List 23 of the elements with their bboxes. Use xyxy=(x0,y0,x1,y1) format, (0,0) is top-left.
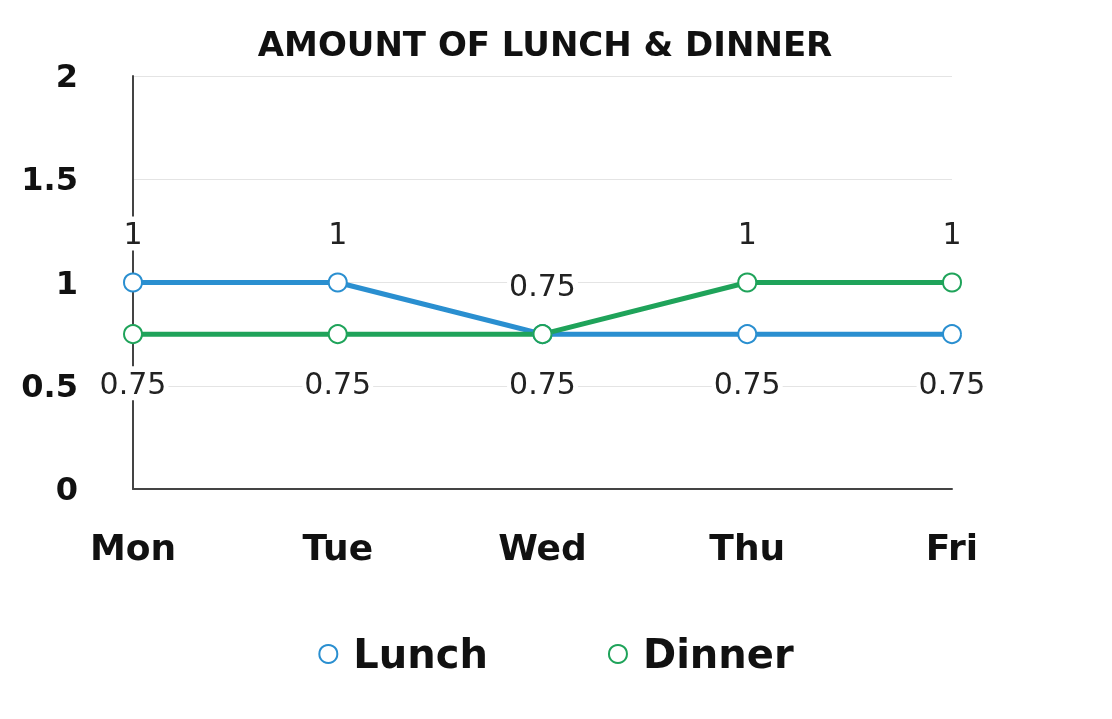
chart-title: AMOUNT OF LUNCH & DINNER xyxy=(257,24,833,64)
legend-label: Lunch xyxy=(353,631,488,677)
y-tick-label: 0 xyxy=(55,470,78,508)
data-label: 0.75 xyxy=(509,365,576,401)
y-tick-label: 0.5 xyxy=(21,366,78,405)
data-label: 1 xyxy=(123,216,143,251)
data-label: 0.75 xyxy=(713,365,781,401)
data-label: 0.75 xyxy=(509,267,576,303)
y-tick-label: 1 xyxy=(55,263,78,302)
data-label: 1 xyxy=(942,216,962,251)
data-label: 0.75 xyxy=(304,365,372,401)
legend-label: Dinner xyxy=(642,631,794,677)
x-tick-label: Fri xyxy=(925,526,979,568)
y-tick-label: 2 xyxy=(55,57,78,95)
data-label: 1 xyxy=(737,216,757,251)
x-tick-label: Thu xyxy=(709,526,786,568)
y-tick-label: 1.5 xyxy=(21,160,78,199)
data-label: 0.75 xyxy=(918,365,986,401)
x-tick-label: Tue xyxy=(302,526,374,568)
data-label: 1 xyxy=(328,216,348,251)
x-tick-label: Mon xyxy=(89,526,177,568)
x-tick-label: Wed xyxy=(498,526,587,568)
data-label: 0.75 xyxy=(99,365,167,401)
